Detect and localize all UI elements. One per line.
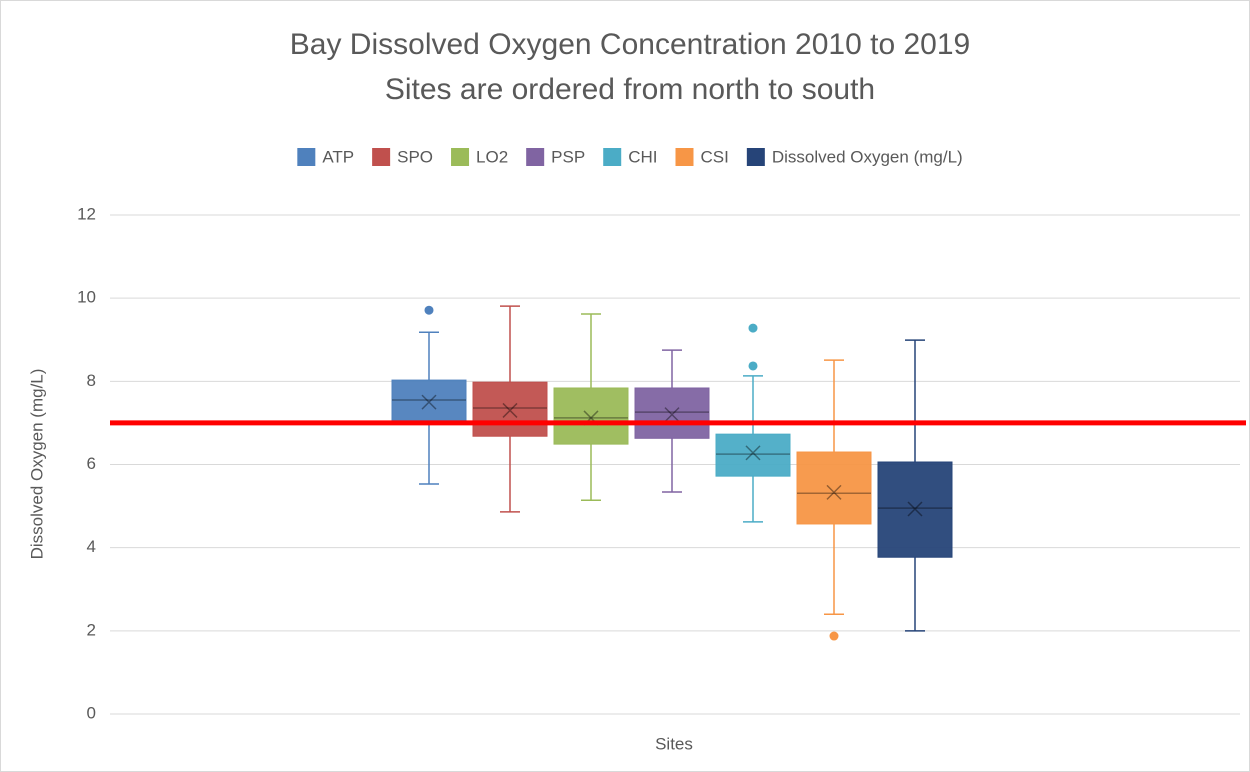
y-tick-label: 4 — [87, 537, 96, 556]
y-tick-label: 12 — [77, 204, 96, 223]
legend: ATP SPO LO2 PSP CHI CSI Dissolved Oxygen (mg/L… — [297, 147, 963, 166]
y-tick-label: 10 — [77, 288, 96, 307]
y-tick-label: 2 — [87, 620, 96, 639]
mean-marker — [502, 402, 518, 418]
mean-marker — [421, 394, 437, 410]
y-axis-label: Dissolved Oxygen (mg/L) — [27, 369, 46, 560]
legend-swatch — [526, 148, 545, 166]
mean-marker — [826, 484, 842, 500]
legend-label: Dissolved Oxygen (mg/L) — [772, 147, 963, 166]
outlier — [829, 631, 839, 641]
legend-label: SPO — [397, 147, 433, 166]
mean-marker — [664, 407, 680, 423]
box — [472, 381, 548, 437]
box — [634, 387, 710, 439]
legend-swatch — [451, 148, 470, 166]
legend-label: CSI — [700, 147, 728, 166]
chart-title: Bay Dissolved Oxygen Concentration 2010 … — [290, 28, 970, 61]
mean-marker — [745, 445, 761, 461]
y-tick-label: 8 — [87, 371, 96, 390]
legend-label: LO2 — [476, 147, 508, 166]
legend-swatch — [297, 148, 316, 166]
box — [715, 433, 791, 477]
legend-label: CHI — [628, 147, 657, 166]
outlier — [748, 323, 758, 333]
box — [877, 461, 953, 558]
legend-label: PSP — [551, 147, 585, 166]
y-tick-label: 6 — [87, 454, 96, 473]
x-axis-label: Sites — [655, 734, 693, 753]
legend-label: ATP — [322, 147, 354, 166]
box — [553, 387, 629, 445]
legend-swatch — [675, 148, 694, 166]
outlier — [748, 361, 758, 371]
legend-swatch — [746, 148, 765, 166]
mean-marker — [907, 501, 923, 517]
box — [391, 379, 467, 424]
y-tick-label: 0 — [87, 703, 96, 722]
legend-swatch — [372, 148, 391, 166]
box — [796, 451, 872, 525]
outlier — [424, 305, 434, 315]
legend-swatch — [603, 148, 622, 166]
chart-subtitle: Sites are ordered from north to south — [385, 73, 875, 106]
